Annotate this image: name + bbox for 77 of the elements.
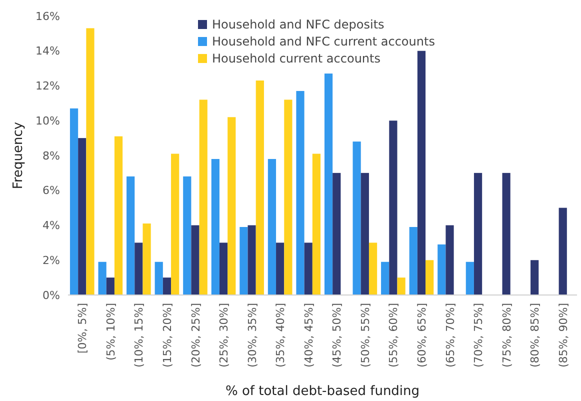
y-tick-label: 2% [42,254,60,267]
x-tick-label: (5%, 10%] [104,303,118,360]
y-tick-label: 10% [36,114,60,128]
bar [284,100,292,295]
x-tick-label: (80%, 85%] [528,303,542,368]
bar [502,172,510,295]
bar [332,172,341,295]
bar [228,117,236,295]
x-tick-label: (75%, 80%] [500,303,514,368]
x-tick-label: (20%, 25%] [189,303,202,368]
x-tick-label: (35%, 40%] [274,303,288,368]
bar [162,278,172,295]
bar [126,176,135,295]
bar [360,172,369,295]
bar [296,90,304,295]
y-tick-label: 8% [42,149,60,162]
x-tick-label: (40%, 45%] [302,303,316,368]
y-tick-label: 4% [42,219,60,232]
x-tick-label: [0%, 5%] [76,303,90,354]
x-tick-label: (10%, 15%] [132,303,146,368]
bar [352,142,361,295]
x-tick-label: (70%, 75%] [472,303,486,368]
x-tick-label: (30%, 35%] [246,303,259,368]
legend-label: Household current accounts [212,52,380,66]
x-tick-label: (15%, 20%] [160,303,174,368]
bar [199,100,208,295]
x-tick-label: (65%, 70%] [444,303,457,368]
bar [304,242,312,295]
bar [474,172,482,295]
bar [183,176,192,295]
bar [409,226,418,295]
bar [211,158,220,295]
x-tick-label: (25%, 30%] [218,303,231,368]
bar [389,120,398,295]
x-tick-label: (45%, 50%] [330,303,344,368]
bar [106,278,114,295]
y-tick-label: 16% [36,10,60,23]
bar [397,278,406,295]
bar [466,262,474,295]
bar [426,260,434,295]
bar [530,260,539,295]
bar [324,74,333,295]
bar [114,136,123,295]
bar [154,262,163,295]
bar [70,108,78,295]
x-tick-label: (50%, 55%] [358,303,372,368]
bar [248,225,256,295]
y-tick-label: 12% [36,80,60,93]
legend-label: Household and NFC deposits [212,18,384,32]
y-axis-title: Frequency [11,122,26,190]
bar [219,242,228,295]
bar [446,225,454,295]
bar [276,242,284,295]
x-axis-title: % of total debt-based funding [225,384,420,399]
bar [142,224,151,295]
bar [191,225,200,295]
y-tick-label: 6% [42,184,60,198]
bar [417,50,426,295]
bar [134,242,143,295]
x-tick-label: (55%, 60%] [387,303,400,368]
legend-label: Household and NFC current accounts [212,34,435,48]
bar [78,138,86,295]
x-tick-label: (85%, 90%] [556,303,570,368]
bar [312,154,321,295]
bar [368,242,378,295]
bar [381,262,390,295]
y-tick-label: 0% [42,288,60,302]
y-tick-label: 14% [36,44,60,58]
bar [256,80,264,295]
x-tick-label: (60%, 65%] [415,303,428,368]
bar [98,262,106,295]
bar [171,154,180,295]
bar [240,226,248,295]
bar [558,208,567,295]
bar [86,28,94,295]
bar [438,244,446,295]
bar [268,158,276,295]
